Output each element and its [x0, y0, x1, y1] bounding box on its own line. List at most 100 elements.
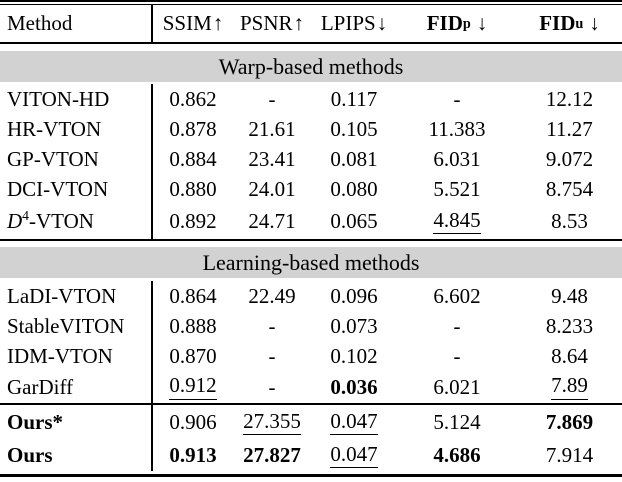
table-row: StableVITON 0.888 - 0.073 - 8.233 [0, 311, 622, 341]
fid-u-value: 8.53 [551, 209, 588, 233]
method-d4-base: D [7, 209, 23, 233]
section-title: Learning-based methods [202, 249, 420, 275]
bold-value: 7.869 [545, 410, 594, 434]
col-header-lpips: LPIPS ↓ [311, 5, 397, 42]
table-row: GP-VTON 0.884 23.41 0.081 6.031 9.072 [0, 144, 622, 174]
fid-u-value: 8.754 [545, 176, 594, 201]
table-row: DCI-VTON 0.880 24.01 0.080 5.521 8.754 [0, 174, 622, 204]
fid-p-value: 6.021 [433, 374, 481, 399]
up-arrow-icon: ↑ [293, 11, 305, 35]
fid-u-value: 7.914 [545, 443, 594, 467]
method-d4-sup: 4 [22, 208, 29, 223]
table-row: Ours 0.913 27.827 0.047 4.686 7.914 [0, 440, 622, 471]
psnr-value: - [268, 313, 276, 338]
method-name: VITON-HD [0, 84, 153, 114]
table-row: GarDiff 0.912 - 0.036 6.021 7.89 [0, 371, 622, 403]
fid-u-value: 12.12 [545, 86, 594, 111]
table-row: Ours* 0.906 27.355 0.047 5.124 7.869 [0, 405, 622, 440]
fid-u-value: 9.48 [551, 283, 588, 308]
fid-u-value: 7.89 [517, 371, 622, 403]
bold-value: 0.913 [169, 443, 217, 467]
method-name: StableVITON [0, 311, 153, 341]
col-label: SSIM [162, 11, 212, 35]
method-name: Ours* [0, 405, 153, 440]
ssim-value: 0.862 [169, 86, 217, 111]
lpips-value: 0.036 [311, 371, 397, 403]
ssim-value: 0.892 [169, 209, 217, 233]
section-header-learning: Learning-based methods [0, 247, 622, 278]
col-header-ssim: SSIM ↑ [153, 5, 233, 42]
lpips-value: 0.117 [330, 86, 378, 111]
fid-p-value: 5.124 [433, 410, 481, 434]
fid-p-value: 4.686 [397, 440, 517, 471]
lpips-value: 0.047 [311, 440, 397, 471]
fid-p-value: 4.845 [397, 204, 517, 239]
col-label: PSNR [239, 11, 293, 35]
ssim-value: 0.906 [169, 410, 217, 434]
table-row: D4-VTON 0.892 24.71 0.065 4.845 8.53 [0, 204, 622, 239]
ssim-value: 0.870 [169, 343, 217, 368]
fid-u-value: 7.869 [517, 405, 622, 440]
fid-u-value: 11.27 [546, 116, 593, 141]
lpips-value: 0.073 [330, 313, 378, 338]
table-rule-top-thick [0, 0, 622, 2]
psnr-value: 27.827 [233, 440, 311, 471]
col-label: FID [539, 11, 576, 35]
fid-u-value: 8.64 [551, 343, 588, 368]
underlined-value: 4.845 [433, 208, 481, 235]
underlined-value: 27.355 [243, 409, 301, 436]
method-name: DCI-VTON [0, 174, 153, 204]
psnr-value: 27.355 [233, 405, 311, 440]
fid-p-value: 11.383 [428, 116, 486, 141]
fid-p-value: - [453, 313, 461, 338]
bold-value: 4.686 [433, 443, 481, 467]
bold-value: 0.036 [330, 374, 378, 399]
table-row: IDM-VTON 0.870 - 0.102 - 8.64 [0, 341, 622, 371]
down-arrow-icon: ↓ [476, 11, 488, 35]
fid-p-value: 6.602 [433, 283, 481, 308]
ours-rule [0, 403, 622, 405]
psnr-value: 24.71 [248, 209, 296, 233]
ssim-value: 0.864 [169, 283, 217, 308]
psnr-value: 24.01 [248, 176, 296, 201]
method-name: GP-VTON [0, 144, 153, 174]
psnr-value: 21.61 [248, 116, 296, 141]
ssim-value: 0.880 [169, 176, 217, 201]
table-rule-top-thin [0, 4, 622, 5]
method-name: LaDI-VTON [0, 281, 153, 311]
lpips-value: 0.102 [330, 343, 378, 368]
table-row: LaDI-VTON 0.864 22.49 0.096 6.602 9.48 [0, 281, 622, 311]
header-rule [0, 42, 622, 44]
col-header-method: Method [0, 5, 153, 42]
section-title: Warp-based methods [218, 53, 404, 79]
psnr-value: - [268, 374, 276, 399]
section-rule [0, 239, 622, 241]
ssim-value: 0.878 [169, 116, 217, 141]
underlined-value: 0.047 [330, 409, 378, 436]
lpips-value: 0.081 [330, 146, 378, 171]
up-arrow-icon: ↑ [212, 11, 224, 35]
col-header-fid-p: FID p ↓ [426, 11, 488, 35]
underlined-value: 0.912 [169, 374, 217, 400]
fid-p-value: - [453, 343, 461, 368]
col-header-psnr: PSNR ↑ [233, 5, 311, 42]
lpips-value: 0.096 [330, 283, 378, 308]
psnr-value: 22.49 [248, 283, 296, 308]
method-name: Ours [0, 440, 153, 471]
bold-value: 27.827 [243, 443, 301, 467]
fid-p-value: 6.031 [433, 146, 481, 171]
table-header-row: Method SSIM ↑ PSNR ↑ LPIPS ↓ FID p ↓ FID u ↓ [0, 5, 622, 42]
col-label: FID [426, 11, 463, 35]
ssim-value: 0.888 [169, 313, 217, 338]
lpips-value: 0.047 [311, 405, 397, 440]
bold-method: Ours [7, 443, 53, 467]
col-label: LPIPS [320, 11, 376, 35]
psnr-value: - [268, 343, 276, 368]
col-header-fid-u: FID u ↓ [539, 11, 600, 35]
underlined-value: 0.047 [330, 442, 378, 469]
ssim-value: 0.884 [169, 146, 217, 171]
spacer [0, 44, 622, 51]
psnr-value: - [268, 86, 276, 111]
table-row: VITON-HD 0.862 - 0.117 - 12.12 [0, 84, 622, 114]
